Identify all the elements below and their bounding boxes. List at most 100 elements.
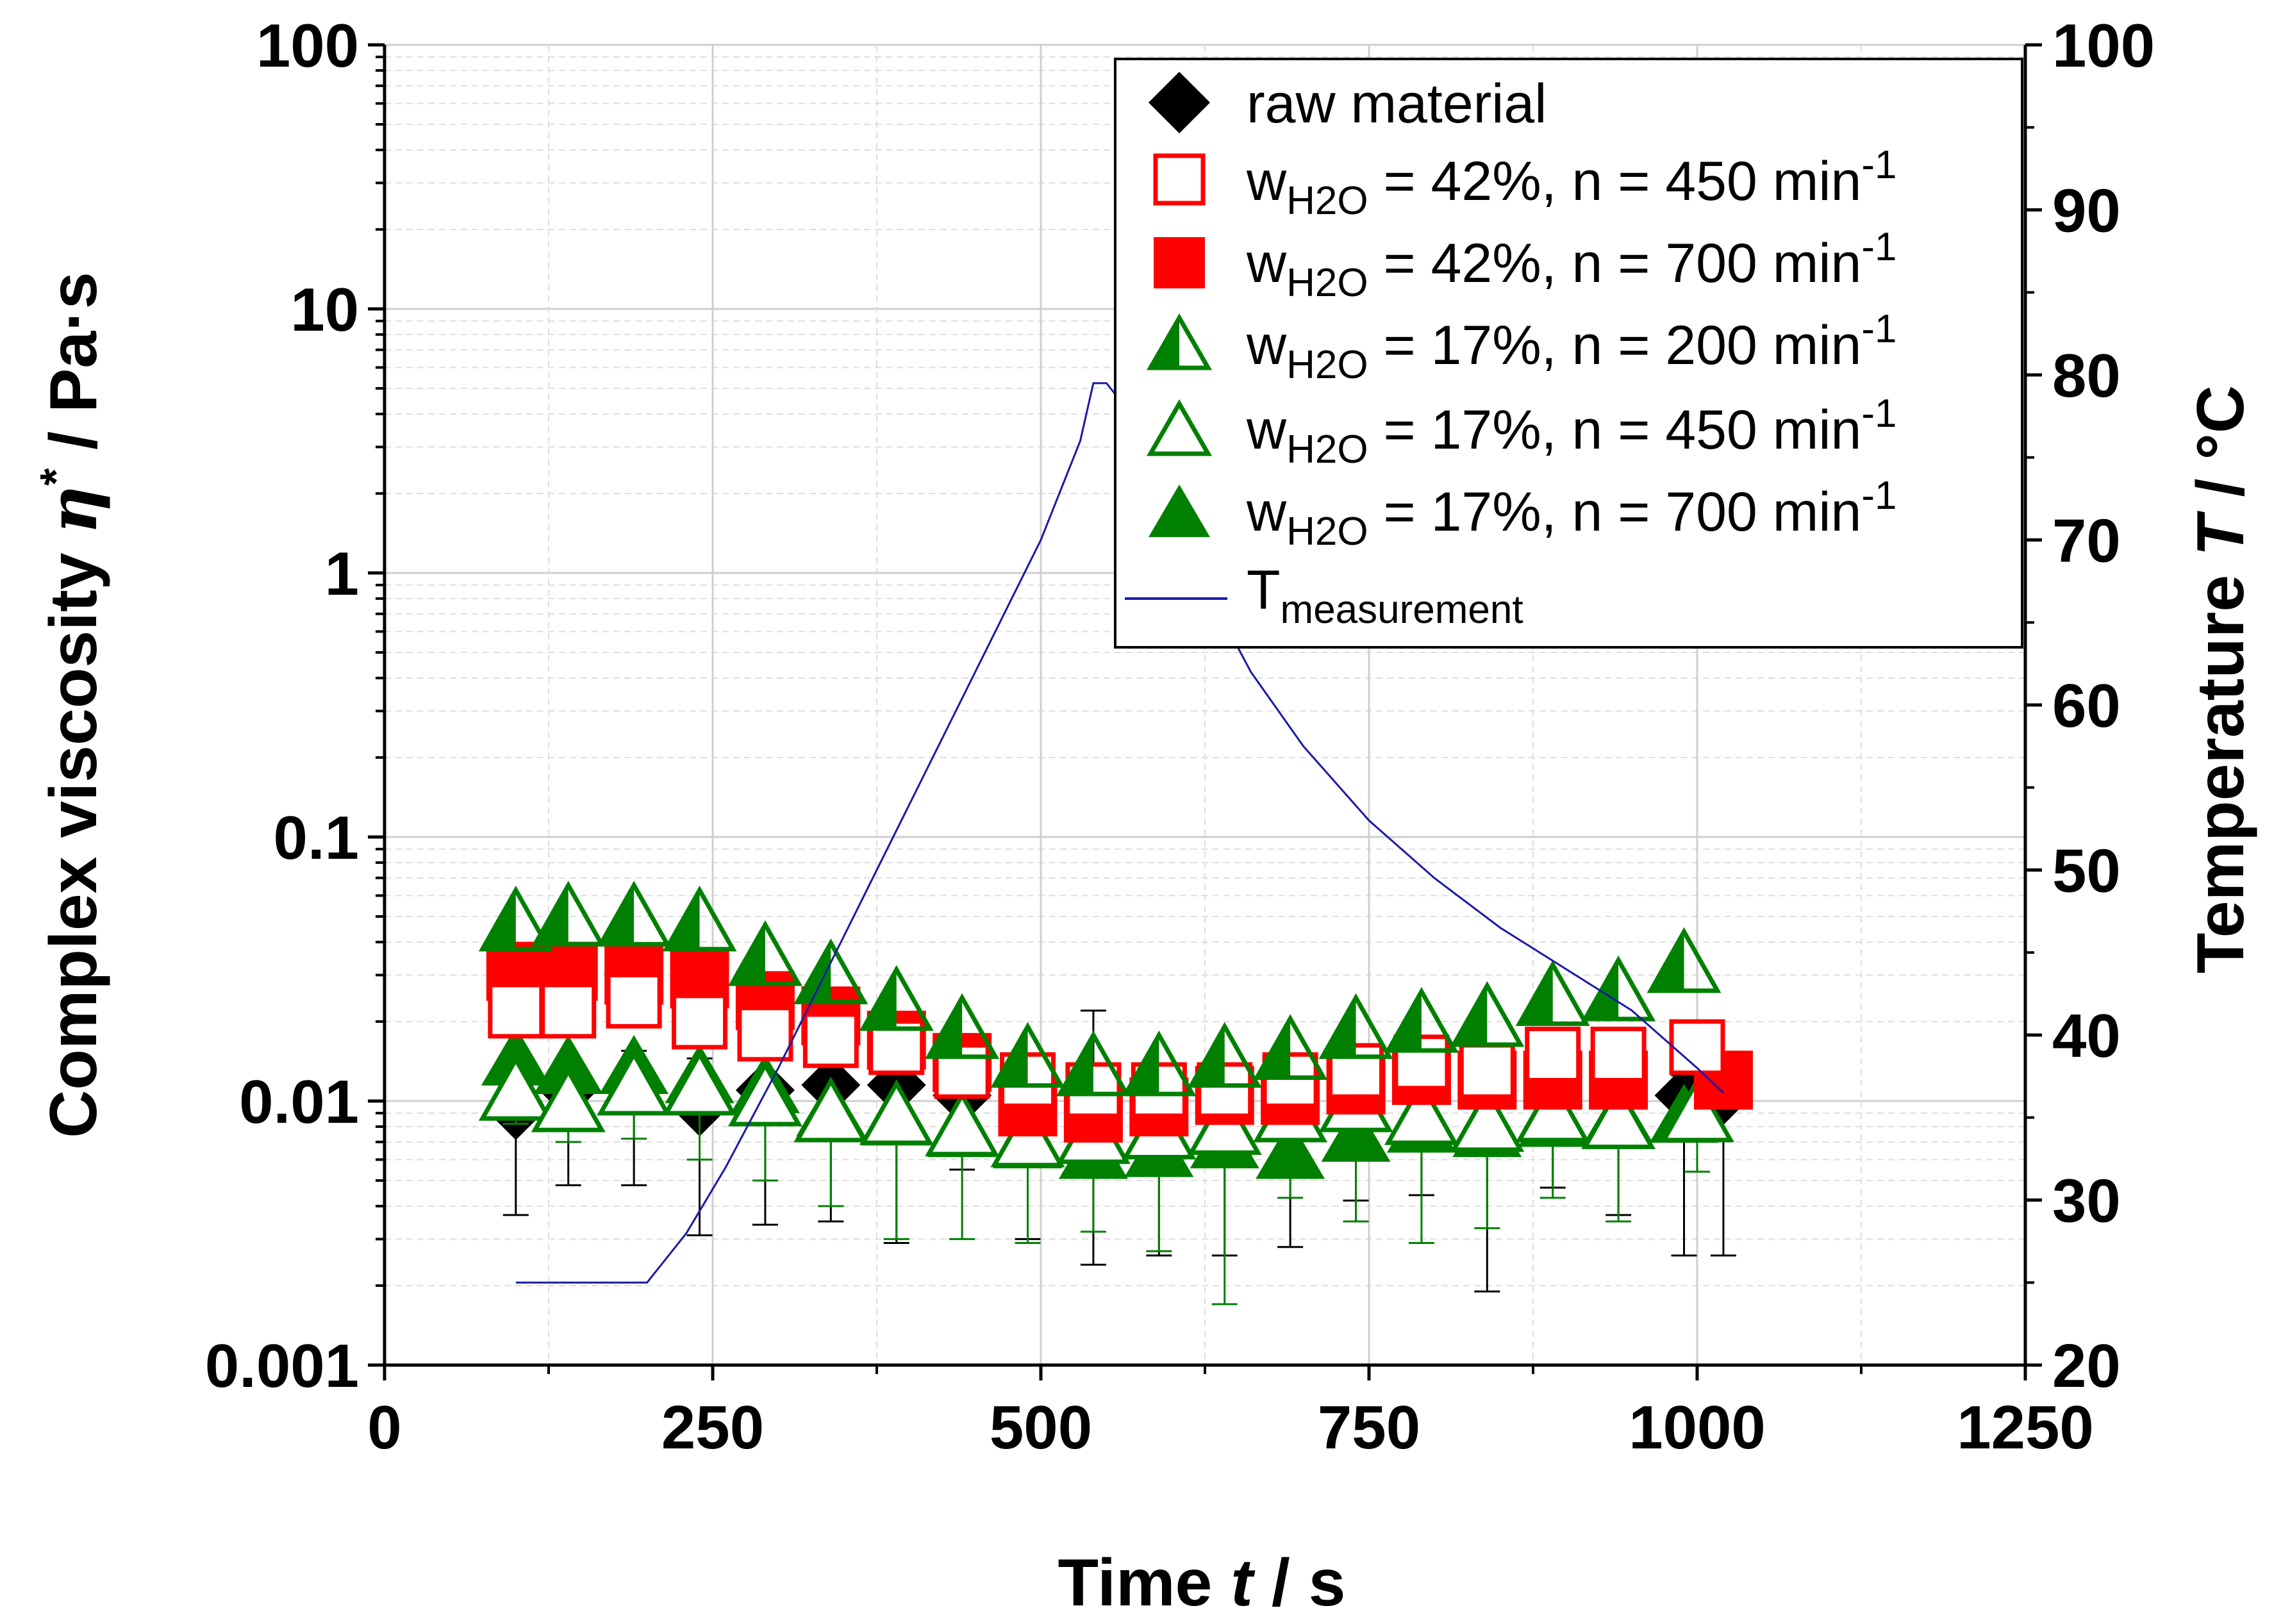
data-point-triangle-half [1056, 1030, 1131, 1097]
y-axis-title-unit: / Pa·s [37, 272, 111, 468]
data-point-triangle-open [478, 1055, 553, 1121]
axes: 0 250 500 750 1000 1250 0.001 0.01 0.1 1 10 100 20 30… [205, 12, 2155, 1462]
data-point-square-open [672, 993, 728, 1050]
data-point-triangle-half [925, 993, 1000, 1059]
y2-axis-title-main: Temperature [2184, 556, 2258, 974]
legend-marker-solid-triangle [1149, 485, 1210, 537]
y-axis-title-main: Complex viscosity [37, 534, 111, 1138]
legend-label-sub: H2O [1286, 343, 1368, 387]
data-point-square-open [802, 1012, 859, 1068]
legend-label-sup: -1 [1861, 225, 1896, 269]
legend-row-42-450: wH2O = 42%, n = 450 min-1 [1153, 143, 1896, 223]
data-point-triangle-half [1187, 1022, 1262, 1088]
legend-label-42-450: wH2O = 42%, n = 450 min-1 [1246, 143, 1896, 223]
y2-axis-title: Temperature T / °C [2184, 385, 2258, 974]
data-point-triangle-half [531, 881, 606, 947]
data-point-triangle-half [1450, 981, 1525, 1047]
legend-row-temperature: Tmeasurement [1125, 559, 1523, 632]
data-point-triangle-open [662, 1049, 737, 1116]
legend-label-sup: -1 [1861, 474, 1896, 518]
y-axis-title: Complex viscosity η* / Pa·s [31, 272, 112, 1138]
data-point-square-open [1590, 1026, 1647, 1082]
legend-label-17-700: wH2O = 17%, n = 700 min-1 [1246, 474, 1896, 554]
data-point-triangle-half [478, 885, 553, 952]
legend-label-sup: -1 [1861, 307, 1896, 351]
data-point-triangle-half [597, 881, 672, 947]
legend-label-sub: measurement [1281, 588, 1523, 632]
data-point-triangle-half [727, 920, 802, 986]
legend-label-prefix: w [1246, 481, 1287, 543]
legend-marker-half-triangle [1146, 313, 1213, 370]
y-tick-label: 1 [325, 540, 359, 608]
data-point-triangle-open [1384, 1079, 1459, 1145]
legend-label-raw-material: raw material [1247, 73, 1547, 135]
legend-label-suffix: = 17%, n = 700 min [1368, 481, 1862, 543]
y2-tick-label: 90 [2052, 177, 2121, 245]
y-tick-label: 100 [256, 12, 359, 80]
legend-row-17-700: wH2O = 17%, n = 700 min-1 [1149, 474, 1896, 554]
data-point-square-open [606, 972, 662, 1029]
x-tick-label: 0 [367, 1393, 401, 1462]
legend-row-17-450: wH2O = 17%, n = 450 min-1 [1146, 392, 1896, 472]
data-point-triangle-half [859, 965, 934, 1031]
legend-label-prefix: w [1246, 399, 1287, 461]
x-tick-label: 750 [1318, 1393, 1420, 1462]
legend-marker-open-triangle [1146, 399, 1213, 456]
data-point-triangle-open [859, 1079, 934, 1145]
legend-label-suffix: = 17%, n = 450 min [1368, 399, 1862, 461]
legend: raw material wH2O = 42%, n = 450 min-1 w… [1114, 58, 2023, 649]
legend-label-sub: H2O [1286, 510, 1368, 554]
data-point-square-open [1525, 1026, 1581, 1082]
legend-row-17-200: wH2O = 17%, n = 200 min-1 [1146, 307, 1896, 387]
data-point-square-open [737, 1006, 793, 1062]
legend-label-sup: -1 [1861, 392, 1896, 436]
legend-label-17-200: wH2O = 17%, n = 200 min-1 [1246, 307, 1896, 387]
data-point-triangle-solid [533, 1035, 603, 1095]
x-axis-title-var: t [1231, 1546, 1256, 1620]
y2-tick-label: 80 [2052, 342, 2121, 410]
legend-label-sup: -1 [1861, 143, 1896, 187]
temperature-line [515, 382, 1724, 1284]
data-point-triangle-half [1122, 1030, 1197, 1097]
legend-marker-solid-square [1154, 237, 1205, 288]
x-tick-label: 500 [990, 1393, 1092, 1462]
data-point-triangle-open [1450, 1086, 1525, 1152]
y2-tick-label: 20 [2052, 1332, 2121, 1400]
data-point-triangle-half [1515, 960, 1590, 1026]
legend-label-sub: H2O [1286, 427, 1368, 472]
series-3 [478, 881, 1722, 1097]
legend-label-prefix: raw material [1247, 73, 1547, 135]
y2-tick-label: 40 [2052, 1002, 2121, 1070]
x-tick-label: 250 [661, 1393, 764, 1462]
y2-tick-label: 70 [2052, 507, 2121, 576]
x-axis-title-main: Time [1058, 1546, 1231, 1620]
data-point-triangle-open [531, 1066, 606, 1132]
data-point-triangle-half [1253, 1014, 1328, 1080]
legend-label-suffix: = 42%, n = 450 min [1368, 151, 1862, 212]
y-tick-label: 0.001 [205, 1332, 359, 1400]
y2-tick-label: 100 [2052, 12, 2155, 80]
legend-marker-open-square [1153, 153, 1206, 206]
legend-label-prefix: w [1246, 315, 1287, 376]
y-axis-title-sup: * [31, 468, 81, 486]
y-tick-label: 10 [290, 276, 359, 344]
legend-marker-diamond [1149, 72, 1210, 133]
legend-label-prefix: T [1247, 559, 1281, 621]
data-point-square-open [488, 982, 544, 1039]
x-tick-label: 1000 [1629, 1393, 1766, 1462]
y2-tick-label: 30 [2052, 1167, 2121, 1236]
data-point-triangle-open [1515, 1076, 1590, 1143]
legend-row-raw-material: raw material [1149, 72, 1547, 135]
data-point-triangle-half [1384, 987, 1459, 1053]
y2-tick-label: 60 [2052, 672, 2121, 740]
y-axis-title-var: η [33, 486, 112, 534]
data-point-triangle-half [1318, 993, 1393, 1059]
data-point-triangle-open [925, 1090, 1000, 1157]
legend-label-temperature: Tmeasurement [1247, 559, 1523, 632]
data-point-square-open [1669, 1019, 1725, 1075]
data-point-square-open [1459, 1043, 1515, 1099]
data-point-triangle-half [990, 1022, 1065, 1088]
legend-label-suffix: = 42%, n = 700 min [1368, 233, 1862, 294]
x-axis-title: Time t / s [1058, 1546, 1346, 1620]
